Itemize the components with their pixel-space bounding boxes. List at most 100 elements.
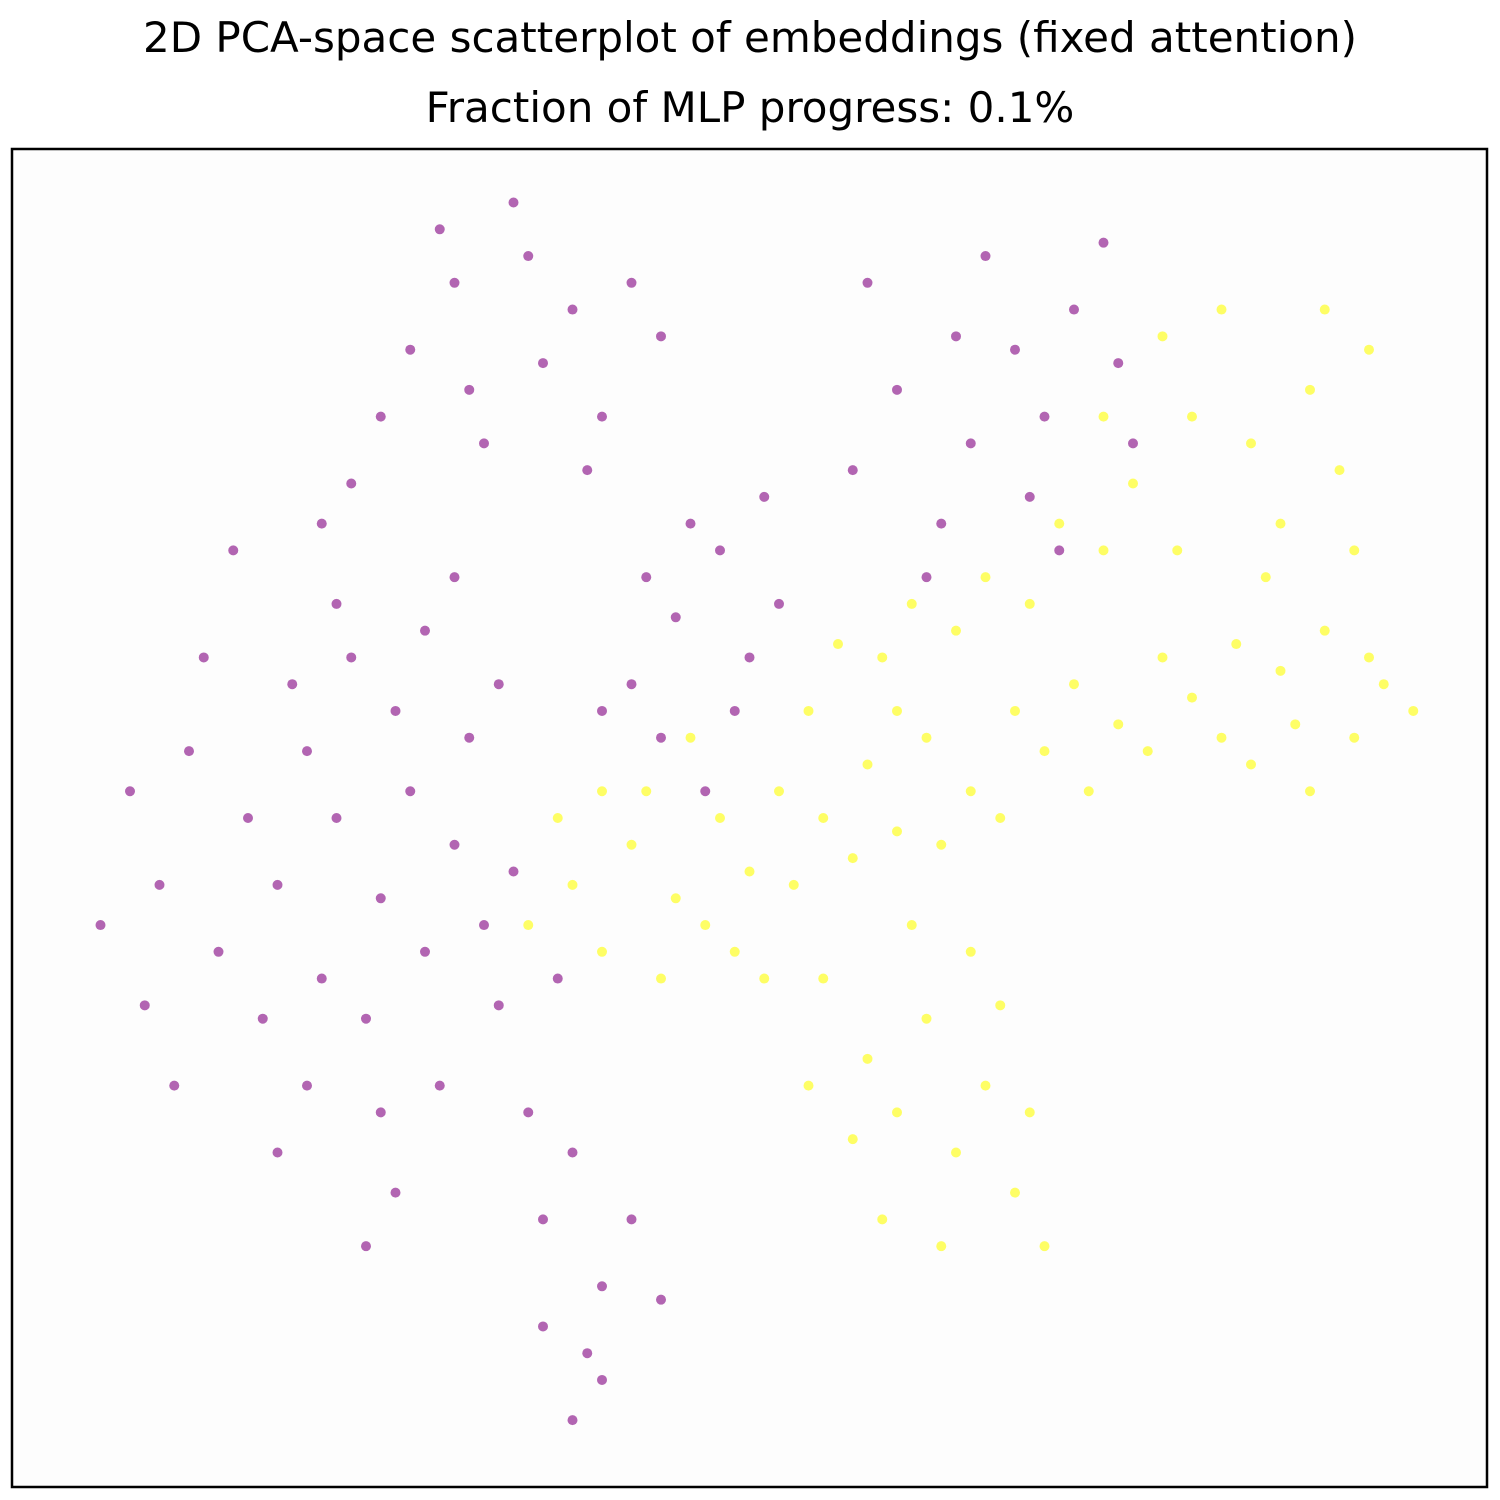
- chart-title: 2D PCA-space scatterplot of embeddings (…: [143, 13, 1357, 62]
- point: [656, 1294, 666, 1305]
- point: [567, 1147, 578, 1158]
- point: [700, 920, 711, 931]
- point: [685, 732, 696, 743]
- point: [1349, 732, 1360, 743]
- point: [302, 746, 312, 757]
- point: [759, 491, 770, 502]
- point: [656, 732, 666, 743]
- point: [892, 384, 902, 395]
- point: [641, 572, 652, 583]
- point: [449, 572, 460, 583]
- point: [818, 973, 829, 984]
- point: [715, 545, 725, 556]
- point: [552, 813, 563, 823]
- point: [346, 478, 357, 489]
- point: [995, 813, 1006, 823]
- point: [906, 598, 917, 609]
- point: [316, 973, 327, 984]
- point: [213, 946, 224, 957]
- point: [390, 1187, 401, 1198]
- point: [995, 1000, 1006, 1011]
- point: [1010, 705, 1020, 716]
- point: [641, 786, 652, 797]
- plot-area: [12, 149, 1487, 1487]
- point: [1305, 384, 1315, 395]
- point: [965, 946, 976, 957]
- point: [449, 839, 460, 850]
- point: [936, 518, 947, 529]
- point: [1349, 545, 1360, 556]
- point: [1157, 331, 1168, 342]
- point: [316, 518, 327, 529]
- point: [965, 438, 976, 449]
- point: [951, 331, 961, 342]
- point: [774, 598, 784, 609]
- point: [1216, 732, 1227, 743]
- point: [582, 1348, 593, 1359]
- point: [257, 1013, 268, 1024]
- point: [1246, 438, 1256, 449]
- point: [1010, 1187, 1020, 1198]
- point: [729, 705, 740, 716]
- point: [803, 705, 814, 716]
- point: [508, 197, 519, 208]
- point: [405, 344, 416, 355]
- point: [390, 705, 401, 716]
- point: [1054, 545, 1065, 556]
- point: [1319, 625, 1330, 636]
- point: [139, 1000, 150, 1011]
- point: [788, 879, 799, 890]
- point: [1364, 344, 1374, 355]
- point: [1187, 411, 1197, 422]
- point: [420, 946, 430, 957]
- point: [375, 411, 386, 422]
- point: [1260, 572, 1271, 583]
- point: [272, 1147, 283, 1158]
- point: [95, 920, 106, 931]
- point: [272, 879, 283, 890]
- point: [921, 732, 932, 743]
- point: [921, 572, 932, 583]
- point: [567, 879, 578, 890]
- point: [567, 304, 578, 315]
- point: [892, 1107, 902, 1118]
- point: [1098, 545, 1109, 556]
- point: [552, 973, 563, 984]
- point: [1039, 411, 1050, 422]
- point: [1054, 518, 1065, 529]
- point: [361, 1013, 371, 1024]
- point: [1039, 1241, 1050, 1252]
- point: [523, 920, 534, 931]
- point: [1098, 411, 1109, 422]
- point: [774, 786, 784, 797]
- point: [1069, 679, 1079, 690]
- point: [670, 612, 681, 623]
- point: [626, 679, 637, 690]
- point: [1231, 639, 1242, 650]
- point: [597, 946, 607, 957]
- point: [936, 1241, 947, 1252]
- point: [1364, 652, 1374, 663]
- point: [184, 746, 194, 757]
- point: [125, 786, 135, 797]
- point: [420, 625, 430, 636]
- point: [1024, 491, 1035, 502]
- point: [1319, 304, 1330, 315]
- point: [965, 786, 976, 797]
- point: [1246, 759, 1256, 770]
- point: [597, 411, 607, 422]
- point: [287, 679, 298, 690]
- point: [847, 465, 858, 476]
- point: [1010, 344, 1020, 355]
- point: [1157, 652, 1168, 663]
- point: [523, 1107, 534, 1118]
- point: [862, 277, 873, 288]
- point: [331, 598, 342, 609]
- point: [582, 465, 593, 476]
- point: [198, 652, 209, 663]
- point: [803, 1080, 814, 1091]
- point: [1334, 465, 1345, 476]
- point: [1113, 358, 1124, 369]
- point: [464, 384, 475, 395]
- point: [1378, 679, 1389, 690]
